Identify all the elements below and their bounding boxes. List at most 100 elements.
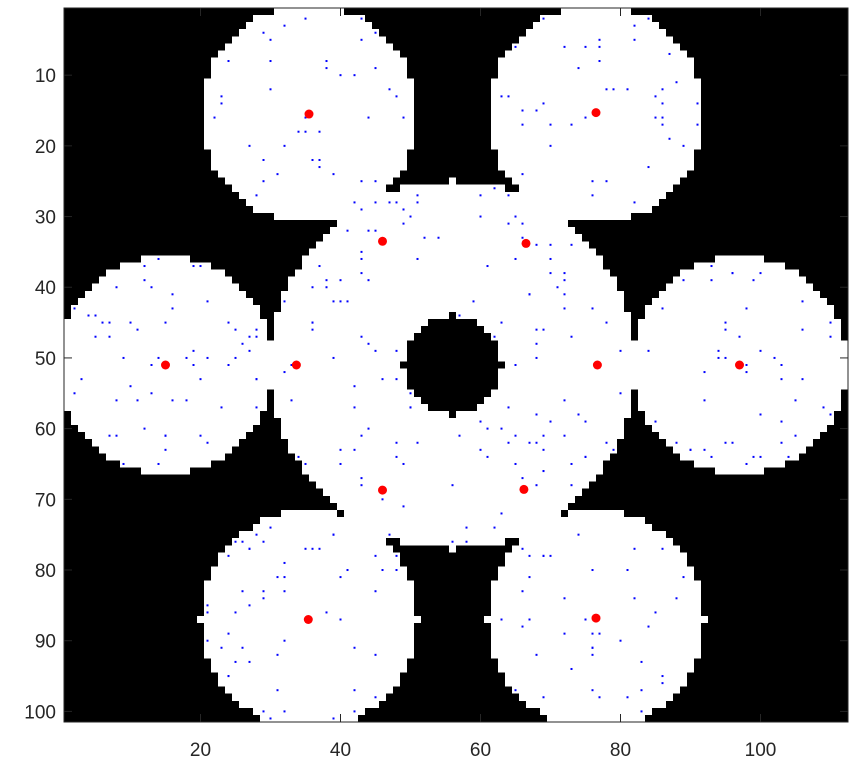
y-tick-label: 100 [24,702,56,723]
blue-dot [759,413,762,416]
blue-dot [773,356,776,359]
blue-dot [332,356,335,359]
blue-dot [500,321,503,324]
blue-dot [122,356,125,359]
blue-dot [822,406,825,409]
blue-dot [388,533,391,536]
blue-dot [626,88,629,91]
blue-dot [353,201,356,204]
blue-dot [332,173,335,176]
blue-dot [297,130,300,133]
blue-dot [388,88,391,91]
blue-dot [479,420,482,423]
blue-dot [521,236,524,239]
blue-dot [507,194,510,197]
blue-dot [633,201,636,204]
blue-dot [325,286,328,289]
blue-dot [311,547,314,550]
blue-dot [626,569,629,572]
blue-dot [675,81,678,84]
blue-dot [157,462,160,465]
blue-dot [318,547,321,550]
blue-dot [570,335,573,338]
blue-dot [234,611,237,614]
blue-dot [206,441,209,444]
blue-dot [584,116,587,119]
blue-dot [556,286,559,289]
blue-dot [521,590,524,593]
blue-dot [717,349,720,352]
blue-dot [241,342,244,345]
blue-dot [367,229,370,232]
blue-dot [689,448,692,451]
blue-dot [220,406,223,409]
blue-dot [514,257,517,260]
blue-dot [535,484,538,487]
blue-dot [542,448,545,451]
blue-dot [661,116,664,119]
blue-dot [584,455,587,458]
blue-dot [129,385,132,388]
blue-dot [185,356,188,359]
blue-dot [549,123,552,126]
blue-dot [570,243,573,246]
blue-dot [542,696,545,699]
blue-dot [633,24,636,27]
blue-dot [507,95,510,98]
blue-dot [535,441,538,444]
blue-dot [374,229,377,232]
blue-dot [514,689,517,692]
red-point [591,613,601,623]
blue-dot [640,710,643,713]
blue-dot [171,307,174,310]
blue-dot [339,300,342,303]
blue-dot [682,576,685,579]
blue-dot [269,88,272,91]
blue-dot [696,102,699,105]
blue-dot [528,576,531,579]
blue-dot [227,632,230,635]
y-tick-label: 30 [35,208,56,229]
x-axis: 20 40 60 80 100 [190,8,776,761]
blue-dot [262,590,265,593]
blue-dot [157,257,160,260]
blue-dot [521,222,524,225]
blue-dot [787,455,790,458]
blue-dot [507,406,510,409]
blue-dot [360,257,363,260]
blue-dot [661,88,664,91]
blue-dot [304,116,307,119]
blue-dot [591,689,594,692]
blue-dot [668,137,671,140]
blue-dot [248,144,251,147]
blue-dot [794,399,797,402]
blue-dot [724,356,727,359]
blue-dot [514,364,517,366]
blue-dot [710,455,713,458]
plot-area [63,7,849,723]
blue-dot [241,646,244,649]
blue-dot [486,265,489,268]
blue-dot [605,321,608,324]
blue-dot [500,512,503,515]
blue-dot [395,95,398,98]
blue-dot [451,540,454,543]
red-point [304,109,314,119]
blue-dot [360,38,363,41]
blue-dot [241,540,244,543]
blue-dot [276,173,279,176]
blue-dot [101,321,104,324]
blue-dot [528,441,531,444]
blue-dot [164,434,167,437]
x-tick-label: 100 [745,740,777,761]
blue-dot [633,38,636,41]
blue-dot [346,229,349,232]
blue-dot [164,321,167,324]
blue-dot [318,158,321,161]
blue-dot [535,243,538,246]
blue-dot [367,279,370,282]
blue-dot [360,477,363,480]
blue-dot [346,300,349,303]
blue-dot [360,434,363,437]
blue-dot [150,364,153,366]
